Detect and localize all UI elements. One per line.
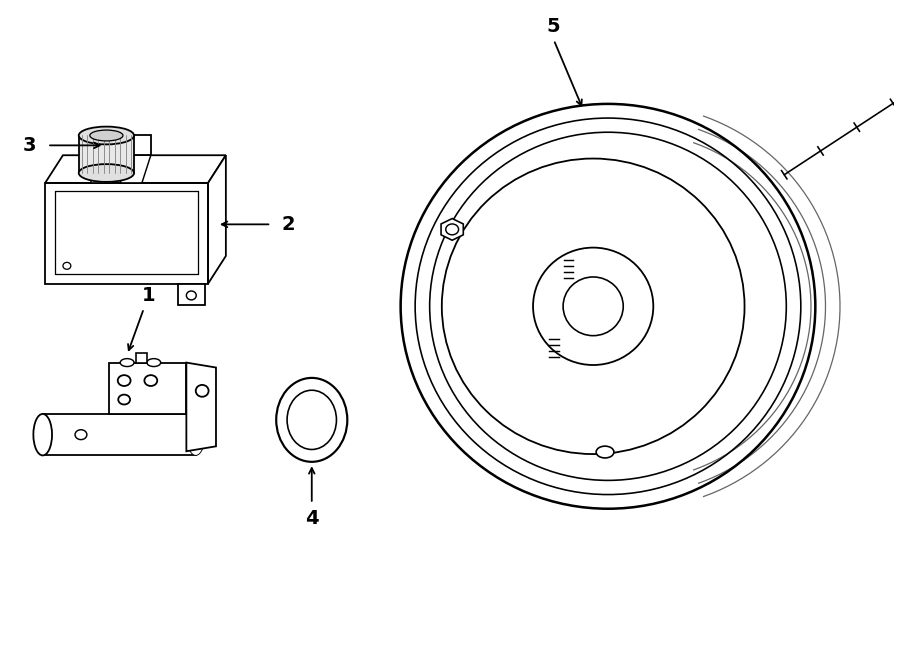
Ellipse shape [121, 359, 134, 367]
Ellipse shape [147, 359, 161, 367]
Text: 1: 1 [142, 286, 156, 305]
Text: 2: 2 [282, 215, 295, 234]
Polygon shape [109, 363, 186, 414]
Text: 5: 5 [547, 17, 561, 36]
Polygon shape [45, 155, 226, 183]
Ellipse shape [446, 224, 459, 235]
Polygon shape [441, 219, 464, 240]
Ellipse shape [429, 132, 787, 481]
Ellipse shape [118, 375, 130, 386]
Ellipse shape [276, 378, 347, 462]
Polygon shape [136, 353, 147, 363]
Polygon shape [121, 155, 151, 183]
Polygon shape [42, 414, 195, 455]
Ellipse shape [186, 414, 205, 455]
Ellipse shape [596, 446, 614, 458]
Ellipse shape [186, 291, 196, 300]
Ellipse shape [33, 414, 52, 455]
Text: 4: 4 [305, 509, 319, 528]
Text: 3: 3 [22, 136, 36, 155]
Ellipse shape [63, 262, 71, 269]
Ellipse shape [563, 277, 623, 336]
Polygon shape [91, 155, 122, 183]
Ellipse shape [442, 159, 744, 454]
Ellipse shape [75, 430, 87, 440]
Ellipse shape [90, 130, 123, 141]
Ellipse shape [195, 385, 209, 397]
Ellipse shape [415, 118, 801, 494]
Ellipse shape [78, 127, 134, 144]
Ellipse shape [144, 375, 158, 386]
Ellipse shape [118, 395, 130, 405]
Ellipse shape [400, 104, 815, 509]
Polygon shape [129, 136, 151, 155]
Ellipse shape [287, 390, 337, 449]
Polygon shape [178, 284, 205, 305]
Ellipse shape [533, 248, 653, 365]
Polygon shape [186, 363, 216, 451]
Polygon shape [78, 136, 134, 173]
Polygon shape [100, 136, 122, 155]
Ellipse shape [78, 164, 134, 182]
Polygon shape [208, 155, 226, 284]
Polygon shape [45, 183, 208, 284]
